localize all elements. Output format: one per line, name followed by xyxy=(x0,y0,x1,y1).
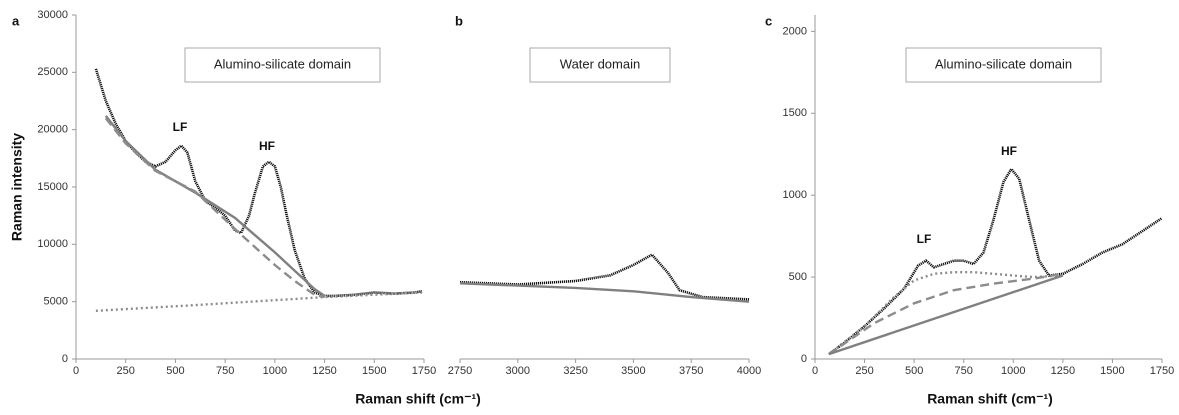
series-line xyxy=(828,166,1163,356)
series-line xyxy=(828,274,1064,356)
series-line xyxy=(94,68,423,298)
x-tick-label: 3500 xyxy=(621,365,645,377)
panel-label: b xyxy=(455,13,463,28)
y-tick-label: 0 xyxy=(801,353,807,365)
x-tick-label: 250 xyxy=(855,365,873,377)
x-tick-label: 1250 xyxy=(1051,365,1075,377)
y-tick-label: 500 xyxy=(789,271,807,283)
y-tick-label: 1000 xyxy=(783,189,807,201)
x-tick-label: 2750 xyxy=(448,365,472,377)
x-tick-label: 500 xyxy=(905,365,923,377)
series-line xyxy=(459,253,750,301)
y-tick-label: 20000 xyxy=(37,124,68,136)
x-tick-label: 3250 xyxy=(563,365,587,377)
annotation-box-text: Alumino-silicate domain xyxy=(214,56,351,71)
series-line xyxy=(828,272,1064,356)
series-line xyxy=(104,115,326,297)
x-tick-label: 1000 xyxy=(1001,365,1025,377)
y-tick-label: 5000 xyxy=(44,296,68,308)
y-tick-label: 30000 xyxy=(37,9,68,21)
annotation-box xyxy=(184,47,381,83)
peak-label: HF xyxy=(1001,144,1017,158)
y-tick-label: 15000 xyxy=(37,181,68,193)
panel-label: c xyxy=(765,13,772,28)
y-axis-label: Raman intensity xyxy=(9,133,25,241)
x-tick-label: 0 xyxy=(73,365,79,377)
annotation-box-text: Water domain xyxy=(560,56,640,71)
x-axis-label: Raman shift (cm⁻¹) xyxy=(927,391,1053,407)
x-tick-label: 1000 xyxy=(263,365,287,377)
y-tick-label: 10000 xyxy=(37,238,68,250)
peak-label: LF xyxy=(917,232,932,246)
x-tick-label: 1250 xyxy=(312,365,336,377)
peak-label: LF xyxy=(173,120,188,134)
series-line xyxy=(104,117,325,299)
y-tick-label: 1500 xyxy=(783,107,807,119)
x-tick-label: 1750 xyxy=(1150,365,1174,377)
x-tick-label: 1500 xyxy=(362,365,386,377)
x-tick-label: 750 xyxy=(216,365,234,377)
x-tick-label: 1500 xyxy=(1100,365,1124,377)
annotation-box xyxy=(529,47,671,83)
x-tick-label: 3000 xyxy=(506,365,530,377)
x-tick-label: 250 xyxy=(117,365,135,377)
x-tick-label: 500 xyxy=(166,365,184,377)
y-tick-label: 2000 xyxy=(783,25,807,37)
x-axis-label: Raman shift (cm⁻¹) xyxy=(355,391,481,407)
annotation-box xyxy=(905,47,1102,83)
annotation-box-text: Alumino-silicate domain xyxy=(935,56,1072,71)
series-line xyxy=(95,291,423,312)
series-line xyxy=(459,282,750,303)
x-tick-label: 0 xyxy=(812,365,818,377)
peak-label: HF xyxy=(259,139,275,153)
panel-label: a xyxy=(12,13,20,28)
x-tick-label: 750 xyxy=(955,365,973,377)
y-tick-label: 25000 xyxy=(37,66,68,78)
x-tick-label: 1750 xyxy=(412,365,436,377)
x-tick-label: 4000 xyxy=(737,365,761,377)
y-tick-label: 0 xyxy=(62,353,68,365)
x-tick-label: 3750 xyxy=(679,365,703,377)
